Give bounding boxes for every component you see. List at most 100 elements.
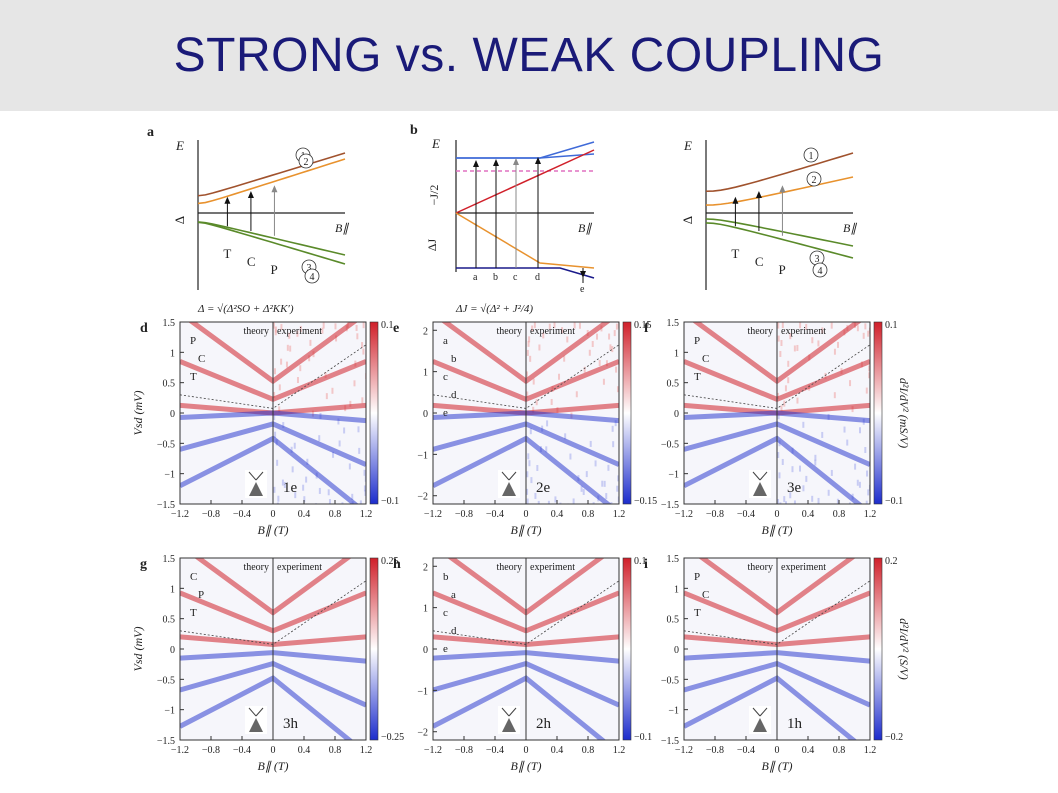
noise-d	[325, 393, 328, 400]
noise-e	[591, 341, 594, 348]
xtick-label-g: −1.2	[171, 745, 189, 756]
panel-label-h: h	[393, 557, 401, 572]
noise-f	[814, 459, 817, 466]
line-label-f-P: P	[694, 335, 700, 347]
line-label-f-T: T	[694, 371, 701, 383]
ytick-label-g: −1	[164, 706, 175, 717]
noise-f	[787, 377, 790, 384]
noise-e	[536, 465, 539, 472]
half-label-experiment-g: experiment	[277, 562, 322, 573]
xtick-label-d: −1.2	[171, 509, 189, 520]
noise-e	[533, 322, 536, 329]
noise-f	[864, 323, 867, 330]
noise-e	[529, 355, 532, 362]
ytick-label-f: 0.5	[667, 379, 680, 390]
noise-e	[596, 333, 599, 340]
noise-f	[783, 496, 786, 503]
noise-f	[856, 479, 859, 486]
noise-f	[805, 323, 808, 330]
noise-d	[309, 339, 312, 346]
xtick-label-f: −0.4	[737, 509, 755, 520]
ytick-label-h: 1	[423, 604, 428, 615]
noise-d	[278, 384, 281, 391]
series-line-a-1	[197, 152, 346, 197]
xtick-label-d: 0.4	[298, 509, 311, 520]
noise-f	[777, 335, 780, 342]
noise-f	[799, 322, 802, 329]
panel-label-a: a	[147, 125, 154, 140]
inset-cone-d	[249, 482, 263, 496]
noise-f	[796, 397, 799, 404]
noise-f	[784, 501, 787, 504]
series-c-3-label: 3	[815, 254, 820, 265]
level-b-top2	[456, 141, 595, 159]
noise-d	[273, 391, 276, 398]
panel-label-f: f	[644, 321, 649, 336]
series-line-a-4	[197, 221, 346, 265]
series-a-4-label: 4	[310, 272, 315, 283]
noise-f	[821, 327, 824, 334]
noise-e	[529, 428, 532, 435]
noise-e	[554, 496, 557, 503]
transition-label-b-c: c	[513, 272, 518, 283]
noise-e	[615, 366, 618, 373]
colorbar-label-f: d²I/dV² (mS/V)	[897, 378, 911, 448]
noise-f	[780, 405, 783, 412]
noise-e	[559, 502, 562, 504]
line-label-d-P: P	[190, 335, 196, 347]
noise-f	[849, 380, 852, 387]
half-label-theory-e: theory	[496, 326, 522, 337]
inset-vline1-d	[248, 471, 257, 481]
panel-label-b: b	[410, 123, 418, 138]
noise-e	[601, 480, 604, 487]
xtick-label-d: −0.4	[233, 509, 251, 520]
noise-f	[856, 325, 859, 332]
noise-f	[858, 481, 861, 488]
noise-e	[603, 480, 606, 487]
noise-e	[608, 333, 611, 340]
inset-cone-g	[249, 718, 263, 732]
series-line-a-2	[197, 158, 346, 205]
noise-d	[321, 327, 324, 334]
noise-f	[867, 330, 870, 337]
noise-d	[322, 322, 325, 329]
transition-label-c-P: P	[778, 262, 785, 277]
inset-cone-h	[502, 718, 516, 732]
noise-f	[824, 372, 827, 379]
colorbar-max-f: 0.1	[885, 320, 898, 331]
noise-f	[796, 344, 799, 351]
series-line-c-3	[705, 218, 854, 247]
line-label-g-P: P	[198, 589, 204, 601]
transition-arrow-c-P-head	[779, 185, 786, 193]
noise-d	[299, 325, 302, 332]
noise-d	[341, 502, 344, 504]
noise-f	[817, 340, 820, 347]
line-label-i-C: C	[702, 589, 709, 601]
noise-d	[277, 495, 280, 502]
colorbar-i	[873, 557, 883, 741]
noise-d	[328, 499, 331, 504]
inset-label-i: 1h	[787, 716, 803, 732]
xlabel-e: B∥ (T)	[511, 523, 542, 537]
line-label-g-C: C	[190, 571, 197, 583]
ytick-label-f: 0	[674, 409, 679, 420]
slide-title: STRONG vs. WEAK COUPLING	[173, 29, 885, 82]
ytick-label-d: 1.5	[163, 318, 176, 329]
noise-d	[273, 322, 276, 329]
xtick-label-h: −0.4	[486, 745, 504, 756]
transition-arrow-a-P-head	[271, 185, 278, 193]
xtick-label-g: −0.4	[233, 745, 251, 756]
transition-label-c-C: C	[755, 254, 764, 269]
noise-f	[805, 475, 808, 482]
noise-f	[830, 322, 833, 329]
noise-f	[802, 421, 805, 428]
noise-e	[612, 441, 615, 448]
noise-d	[357, 426, 360, 433]
colorbar-max-i: 0.2	[885, 556, 898, 567]
noise-e	[542, 332, 545, 339]
series-c-1-label: 1	[809, 151, 814, 162]
noise-e	[617, 496, 619, 503]
noise-d	[282, 422, 285, 429]
noise-f	[821, 431, 824, 438]
line-label-i-T: T	[694, 607, 701, 619]
